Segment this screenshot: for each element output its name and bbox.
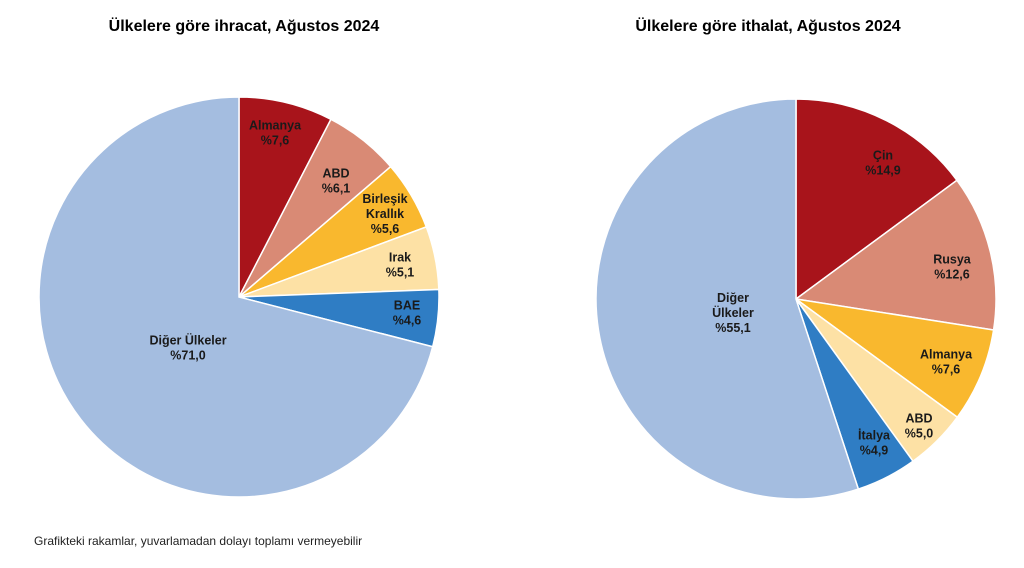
export-slice-label-5: Diğer Ülkeler %71,0 — [149, 333, 226, 363]
export-slice-label-2: Birleşik Krallık %5,6 — [362, 192, 407, 236]
import-slice-label-3: ABD %5,0 — [905, 412, 934, 441]
export-slice-0 — [238, 96, 332, 298]
export-slice-label-1: ABD %6,1 — [322, 167, 351, 196]
import-slice-label-1: Rusya %12,6 — [933, 253, 972, 282]
export-slice-label-4: BAE %4,6 — [393, 299, 422, 328]
import-slice-0 — [795, 98, 958, 301]
export-chart-title: Ülkelere göre ihracat, Ağustos 2024 — [108, 18, 380, 35]
export-slice-label-3: Irak %5,1 — [386, 251, 415, 280]
import-slice-label-0: Çin %14,9 — [865, 149, 900, 178]
import-slice-1 — [794, 179, 997, 331]
import-slice-label-5: Diğer Ülkeler %55,1 — [712, 291, 754, 335]
footnote: Grafikteki rakamlar, yuvarlamadan dolayı… — [34, 534, 363, 548]
import-chart-title: Ülkelere göre ithalat, Ağustos 2024 — [635, 18, 901, 35]
export-slice-5 — [38, 96, 434, 498]
import-slice-label-2: Almanya %7,6 — [920, 348, 973, 377]
export-slice-label-0: Almanya %7,6 — [249, 119, 302, 148]
export-pie: Almanya %7,6 ABD %6,1 Birleşik Krallık %5,6 Ira… — [38, 96, 440, 498]
import-slice-5 — [595, 98, 860, 500]
import-pie: Çin %14,9 Rusya %12,6 Almanya %7,6 ABD %5,0 İtal… — [595, 98, 997, 500]
import-slice-2 — [795, 298, 995, 419]
import-slice-label-4: İtalya %4,9 — [858, 428, 891, 458]
